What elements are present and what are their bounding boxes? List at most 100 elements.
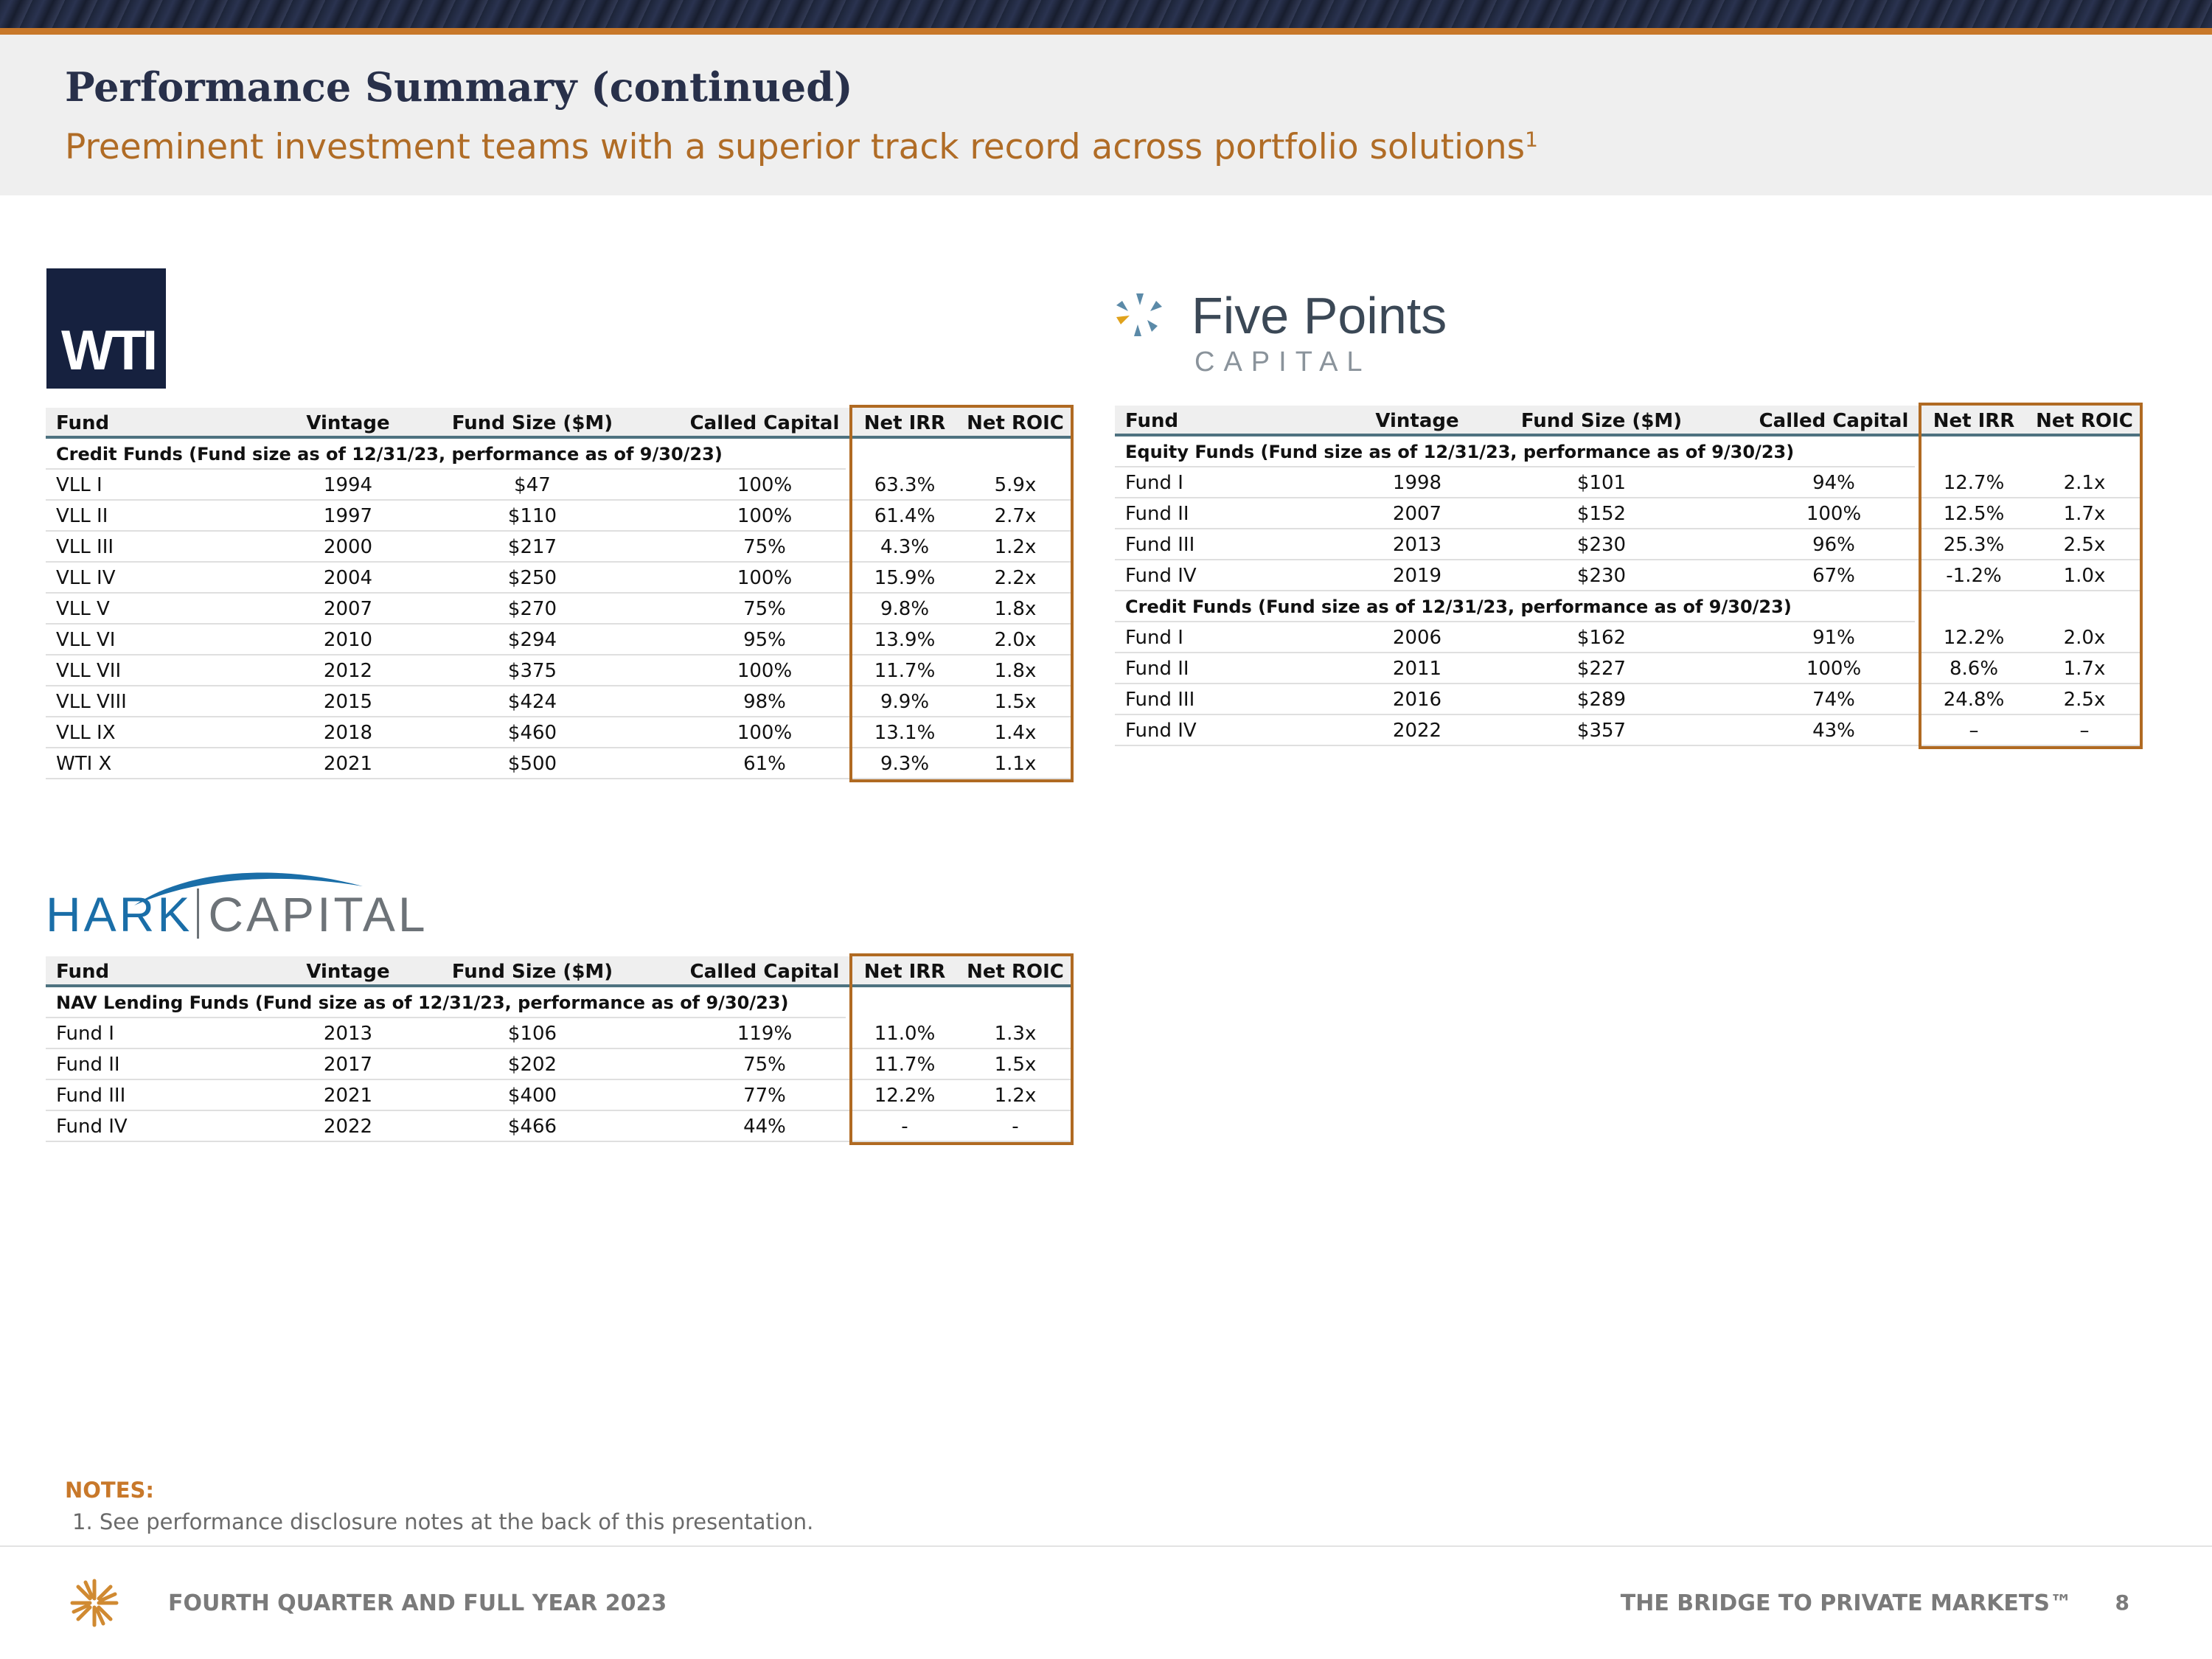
cell-fund: Fund III xyxy=(1125,689,1195,711)
cell-fund: VLL VIII xyxy=(56,691,127,713)
cell-irr: 9.9% xyxy=(880,691,930,713)
table-row: VLL V 2007 $270 75% 9.8% 1.8x xyxy=(46,594,1074,625)
net-returns-highlight-box xyxy=(849,405,1074,782)
cell-irr: 15.9% xyxy=(874,567,936,589)
cell-vintage: 2013 xyxy=(1392,534,1442,556)
table-row: VLL IX 2018 $460 100% 13.1% 1.4x xyxy=(46,717,1074,748)
cell-roic: 5.9x xyxy=(994,474,1037,496)
cell-roic: 1.2x xyxy=(994,1085,1037,1107)
cell-fund: VLL VII xyxy=(56,660,122,682)
cell-called: 98% xyxy=(743,691,786,713)
cell-irr: 12.2% xyxy=(874,1085,936,1107)
cell-vintage: 1998 xyxy=(1392,472,1442,494)
cell-fund: Fund II xyxy=(1125,658,1189,680)
table-row: Fund IV 2022 $357 43% – – xyxy=(1115,715,2143,746)
column-header-called: Called Capital xyxy=(689,961,840,983)
cell-irr: 9.8% xyxy=(880,598,930,620)
notes-title: NOTES: xyxy=(65,1478,154,1503)
cell-roic: 2.7x xyxy=(994,505,1037,527)
column-header-roic: Net ROIC xyxy=(2036,410,2133,432)
cell-vintage: 2021 xyxy=(323,753,373,775)
cell-fund: Fund III xyxy=(1125,534,1195,556)
hark-word-right: CAPITAL xyxy=(208,887,428,942)
hark-performance-table: Fund Vintage Fund Size ($M) Called Capital N… xyxy=(46,953,1074,1145)
column-header-roic: Net ROIC xyxy=(967,961,1064,983)
cell-called: 100% xyxy=(737,474,793,496)
cell-vintage: 2000 xyxy=(323,536,373,558)
cell-roic: 1.1x xyxy=(994,753,1037,775)
cell-size: $250 xyxy=(507,567,557,589)
table-row: Fund II 2011 $227 100% 8.6% 1.7x xyxy=(1115,653,2143,684)
table-row: Fund II 2017 $202 75% 11.7% 1.5x xyxy=(46,1049,1074,1080)
cell-roic: 2.2x xyxy=(994,567,1037,589)
cell-vintage: 2015 xyxy=(323,691,373,713)
table-row: VLL IV 2004 $250 100% 15.9% 2.2x xyxy=(46,563,1074,594)
cell-called: 100% xyxy=(737,660,793,682)
cell-roic: 1.4x xyxy=(994,722,1037,744)
column-header-fund: Fund xyxy=(1125,410,1179,432)
five-points-subtitle: CAPITAL xyxy=(1194,347,1371,378)
cell-size: $357 xyxy=(1576,720,1627,742)
cell-called: 100% xyxy=(737,567,793,589)
cell-size: $400 xyxy=(507,1085,557,1107)
cell-fund: VLL II xyxy=(56,505,108,527)
cell-irr: 11.7% xyxy=(874,1054,936,1076)
cell-roic: 1.0x xyxy=(2063,565,2106,587)
table-row: Fund II 2007 $152 100% 12.5% 1.7x xyxy=(1115,498,2143,529)
wti-logo-text: WTI xyxy=(61,319,158,382)
cell-size: $106 xyxy=(507,1023,557,1045)
cell-vintage: 2004 xyxy=(323,567,373,589)
cell-called: 77% xyxy=(743,1085,786,1107)
top-accent-rule xyxy=(0,28,2212,35)
cell-size: $110 xyxy=(507,505,557,527)
cell-called: 74% xyxy=(1812,689,1855,711)
cell-vintage: 1994 xyxy=(323,474,373,496)
cell-vintage: 2006 xyxy=(1392,627,1442,649)
column-header-vintage: Vintage xyxy=(306,412,390,434)
cell-irr: 9.3% xyxy=(880,753,930,775)
five-points-name: Five Points xyxy=(1192,287,1447,344)
cell-vintage: 2010 xyxy=(323,629,373,651)
cell-vintage: 2011 xyxy=(1392,658,1442,680)
cell-irr: 11.7% xyxy=(874,660,936,682)
cell-vintage: 2017 xyxy=(323,1054,373,1076)
cell-fund: VLL IX xyxy=(56,722,116,744)
column-header-size: Fund Size ($M) xyxy=(451,961,613,983)
cell-vintage: 2013 xyxy=(323,1023,373,1045)
cell-irr: – xyxy=(1969,720,1979,742)
cell-irr: 12.5% xyxy=(1943,503,2005,525)
cell-fund: Fund I xyxy=(1125,472,1183,494)
cell-roic: - xyxy=(1012,1116,1019,1138)
cell-called: 100% xyxy=(737,722,793,744)
table-row: Fund III 2016 $289 74% 24.8% 2.5x xyxy=(1115,684,2143,715)
cell-called: 44% xyxy=(743,1116,786,1138)
cell-irr: 61.4% xyxy=(874,505,936,527)
cell-size: $270 xyxy=(507,598,557,620)
section-label: Credit Funds (Fund size as of 12/31/23, … xyxy=(56,444,723,465)
section-label: Credit Funds (Fund size as of 12/31/23, … xyxy=(1125,597,1792,617)
cell-size: $101 xyxy=(1576,472,1627,494)
subtitle-footnote-marker: 1 xyxy=(1525,127,1538,152)
section-row: Credit Funds (Fund size as of 12/31/23, … xyxy=(46,439,846,470)
cell-size: $294 xyxy=(507,629,557,651)
table-header-row: Fund Vintage Fund Size ($M) Called Capital N… xyxy=(1115,406,2143,437)
cell-roic: 1.5x xyxy=(994,691,1037,713)
cell-called: 100% xyxy=(1806,658,1862,680)
top-decorative-band xyxy=(0,0,2212,28)
hark-word-left: HARK xyxy=(46,887,193,942)
cell-irr: 25.3% xyxy=(1943,534,2005,556)
column-header-vintage: Vintage xyxy=(1375,410,1459,432)
page-subtitle: Preeminent investment teams with a super… xyxy=(65,127,1538,167)
cell-roic: 1.8x xyxy=(994,660,1037,682)
cell-vintage: 1997 xyxy=(323,505,373,527)
cell-fund: VLL III xyxy=(56,536,114,558)
cell-size: $375 xyxy=(507,660,557,682)
footer-left-text: FOURTH QUARTER AND FULL YEAR 2023 xyxy=(168,1590,667,1616)
cell-called: 75% xyxy=(743,1054,786,1076)
cell-vintage: 2019 xyxy=(1392,565,1442,587)
cell-size: $47 xyxy=(514,474,551,496)
cell-roic: – xyxy=(2079,720,2090,742)
cell-called: 75% xyxy=(743,536,786,558)
cell-roic: 1.7x xyxy=(2063,658,2106,680)
section-label: NAV Lending Funds (Fund size as of 12/31… xyxy=(56,992,789,1013)
